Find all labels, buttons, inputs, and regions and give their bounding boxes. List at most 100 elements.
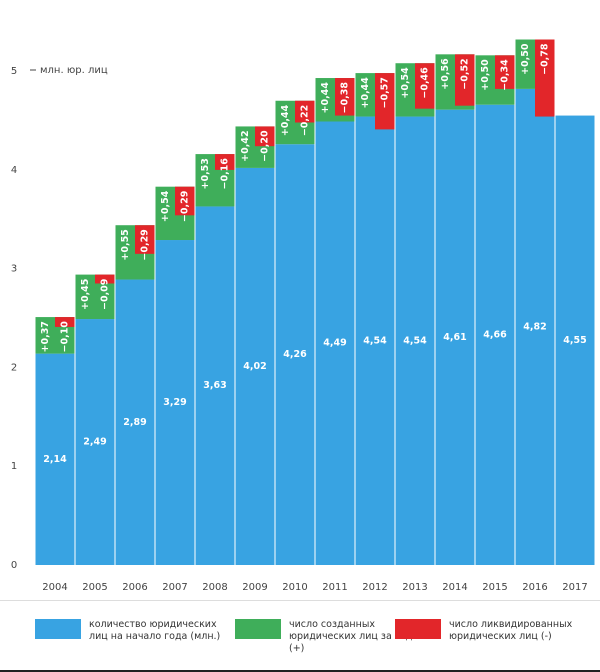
- bar-base: [475, 104, 515, 566]
- y-axis-label: млн. юр. лиц: [40, 65, 108, 76]
- liquidated-label: −0,57: [379, 77, 390, 108]
- x-tick-label: 2013: [402, 582, 427, 593]
- bar-liquidated: [95, 274, 115, 284]
- legend-swatch: [395, 619, 441, 639]
- y-tick-label: 3: [11, 264, 17, 275]
- liquidated-label: −0,46: [419, 67, 430, 99]
- bar-base: [395, 116, 435, 566]
- x-tick-label: 2010: [282, 582, 307, 593]
- base-label: 4,49: [323, 338, 346, 349]
- y-tick-label: 2: [11, 362, 17, 373]
- bar-liquidated: [335, 78, 355, 116]
- x-tick-label: 2007: [162, 582, 187, 593]
- bar-liquidated: [535, 39, 555, 117]
- created-label: +0,44: [360, 77, 371, 109]
- legend-item: число ликвидированных юридических лиц (-…: [395, 601, 584, 643]
- bar-liquidated: [215, 154, 235, 170]
- legend-swatch: [235, 619, 281, 639]
- created-label: +0,37: [40, 321, 51, 352]
- base-label: 4,55: [563, 335, 586, 346]
- bar-base: [555, 115, 595, 566]
- bar-base: [355, 116, 395, 566]
- base-label: 2,49: [83, 437, 106, 448]
- liquidated-label: −0,29: [179, 191, 190, 222]
- bar-base: [315, 121, 355, 566]
- bar-base: [115, 279, 155, 565]
- bar-base: [35, 353, 75, 565]
- bar-liquidated: [495, 55, 515, 89]
- bar-liquidated: [295, 100, 315, 123]
- bar-liquidated: [255, 126, 275, 147]
- x-tick-label: 2014: [442, 582, 467, 593]
- created-label: +0,55: [120, 229, 131, 260]
- base-label: 2,14: [43, 454, 67, 465]
- base-label: 4,61: [443, 332, 466, 343]
- base-label: 4,82: [523, 321, 546, 332]
- legend-swatch: [35, 619, 81, 639]
- liquidated-label: −0,38: [339, 82, 350, 114]
- created-label: +0,44: [320, 82, 331, 114]
- bar-base: [155, 240, 195, 565]
- base-label: 4,54: [403, 335, 427, 346]
- bar-base: [435, 109, 475, 566]
- x-tick-label: 2016: [522, 582, 547, 593]
- created-label: +0,54: [160, 190, 171, 222]
- x-tick-label: 2006: [122, 582, 147, 593]
- bar-liquidated: [55, 317, 75, 327]
- x-tick-label: 2017: [562, 582, 587, 593]
- base-label: 3,29: [163, 397, 186, 408]
- base-label: 4,02: [243, 361, 266, 372]
- created-label: +0,45: [80, 279, 91, 310]
- bar-liquidated: [175, 186, 195, 216]
- bar-liquidated: [375, 73, 395, 130]
- created-label: +0,44: [280, 104, 291, 136]
- liquidated-label: −0,34: [499, 59, 510, 91]
- bar-base: [195, 206, 235, 565]
- y-tick-label: 4: [11, 165, 17, 176]
- x-tick-label: 2011: [322, 582, 347, 593]
- bar-liquidated: [455, 54, 475, 106]
- created-label: +0,50: [520, 43, 531, 75]
- liquidated-label: −0,16: [219, 158, 230, 190]
- bar-liquidated: [415, 63, 435, 109]
- legend-text: число созданных юридических лиц за год (…: [289, 619, 413, 654]
- bar-base: [275, 144, 315, 565]
- x-tick-label: 2005: [82, 582, 107, 593]
- bar-liquidated: [135, 225, 155, 254]
- liquidated-label: −0,09: [99, 279, 110, 310]
- x-tick-label: 2009: [242, 582, 267, 593]
- created-label: +0,50: [480, 59, 491, 91]
- legend-text: количество юридических лиц на начало год…: [89, 619, 221, 642]
- bar-base: [515, 88, 555, 566]
- base-label: 4,26: [283, 349, 307, 360]
- x-tick-label: 2015: [482, 582, 507, 593]
- y-tick-label: 0: [11, 560, 17, 571]
- legend-item: количество юридических лиц на начало год…: [35, 601, 224, 643]
- x-tick-label: 2008: [202, 582, 227, 593]
- chart: млн. юр. лиц 0 1 2 3 4 5 2004 2,14 +0,37 −0,10 200…: [11, 39, 595, 593]
- liquidated-label: −0,78: [539, 43, 550, 75]
- legend-item: число созданных юридических лиц за год (…: [235, 601, 424, 655]
- created-label: +0,53: [200, 158, 211, 189]
- base-label: 4,54: [363, 335, 387, 346]
- liquidated-label: −0,22: [299, 105, 310, 136]
- x-tick-label: 2004: [42, 582, 67, 593]
- base-label: 3,63: [203, 380, 226, 391]
- liquidated-label: −0,29: [139, 229, 150, 260]
- liquidated-label: −0,20: [259, 130, 270, 162]
- created-label: +0,54: [400, 67, 411, 99]
- bar-base: [235, 167, 275, 565]
- y-tick-label: 5: [11, 66, 17, 77]
- liquidated-label: −0,10: [59, 321, 70, 353]
- created-label: +0,56: [440, 58, 451, 90]
- created-label: +0,42: [240, 130, 251, 161]
- x-tick-label: 2012: [362, 582, 387, 593]
- legend-text: число ликвидированных юридических лиц (-…: [449, 619, 573, 642]
- legend: количество юридических лиц на начало год…: [0, 600, 600, 672]
- liquidated-label: −0,52: [459, 58, 470, 89]
- base-label: 4,66: [483, 329, 507, 340]
- y-tick-label: 1: [11, 461, 17, 472]
- bar-base: [75, 319, 115, 565]
- base-label: 2,89: [123, 417, 146, 428]
